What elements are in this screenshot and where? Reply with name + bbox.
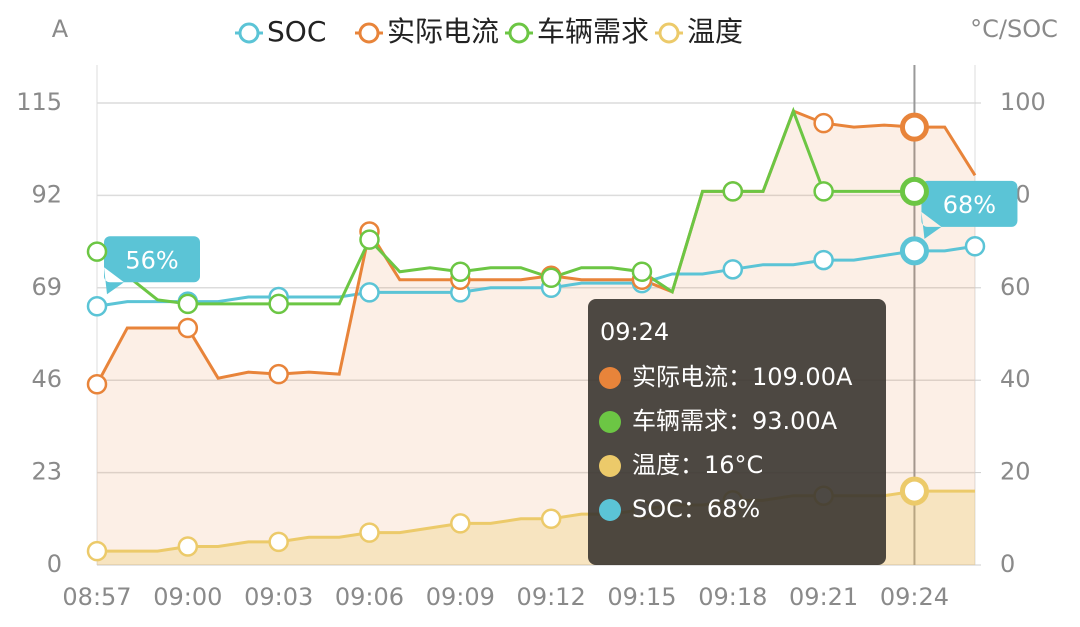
point-marker [450,261,471,282]
legend-label: SOC [267,15,326,48]
tooltip-item: SOC：68% [632,495,760,523]
point-marker [813,181,834,202]
point-marker [268,293,289,315]
legend-label: 温度 [687,15,743,48]
legend-icon [238,22,260,44]
y-tick-label: 0 [47,550,62,578]
point-marker [899,176,929,206]
tooltip-item: 实际电流：109.00A [632,363,853,391]
point-marker [899,236,929,266]
point-marker [359,282,380,303]
point-marker [899,476,929,506]
x-tick-label: 09:06 [335,583,404,611]
y-tick-label: 46 [31,365,62,393]
y-tick-label: 69 [31,273,62,301]
tooltip-dot [599,411,621,433]
point-marker [813,112,834,134]
x-tick-label: 09:18 [698,583,767,611]
legend-label: 实际电流 [387,15,499,48]
y-axis-label: A [52,15,69,43]
x-tick-label: 09:00 [153,583,222,611]
point-marker [268,531,289,553]
y2-axis-label: °C/SOC [970,15,1058,43]
tooltip-item: 车辆需求：93.00A [632,407,838,435]
point-marker [964,235,986,257]
tooltip-item: 温度：16°C [632,451,763,479]
point-marker [540,508,562,530]
data-label: 56% [125,246,178,274]
callout [921,180,1018,239]
tooltip-box [588,299,886,565]
x-tick-label: 09:09 [426,583,495,611]
tooltip-dot [599,455,621,477]
point-marker [899,112,929,142]
point-marker [177,317,199,339]
point-marker [722,259,744,280]
x-tick-label: 09:12 [517,583,586,611]
x-tick-label: 09:21 [789,583,858,611]
point-marker [722,181,744,202]
x-tick-label: 09:15 [607,583,676,611]
data-label: 68% [943,191,996,219]
tooltip-title: 09:24 [600,318,669,346]
callout [104,236,200,295]
tooltip-dot [599,499,621,521]
point-marker [540,267,562,289]
y2-tick-label: 20 [1000,458,1031,486]
point-marker [813,249,834,271]
y-tick-label: 92 [31,180,62,208]
tooltip-dot [599,367,621,389]
point-marker [86,540,108,562]
point-marker [450,513,471,534]
point-marker [86,373,108,395]
y2-tick-label: 0 [1000,550,1015,578]
point-marker [86,296,108,317]
legend-icon [508,22,530,44]
legend-icon [358,22,380,44]
point-marker [631,261,653,282]
point-marker [268,363,289,385]
point-marker [177,293,199,315]
point-marker [177,536,199,557]
y2-tick-label: 100 [1000,88,1046,116]
y2-tick-label: 60 [1000,273,1031,301]
y-tick-label: 23 [31,458,62,486]
point-marker [359,522,380,543]
legend-label: 车辆需求 [537,15,649,48]
x-tick-label: 09:03 [244,583,313,611]
y2-tick-label: 40 [1000,365,1031,393]
point-marker [86,241,108,262]
point-marker [359,229,380,250]
x-tick-label: 09:24 [880,583,949,611]
x-tick-label: 08:57 [62,583,131,611]
legend-icon [658,22,680,44]
y-tick-label: 115 [16,88,62,116]
